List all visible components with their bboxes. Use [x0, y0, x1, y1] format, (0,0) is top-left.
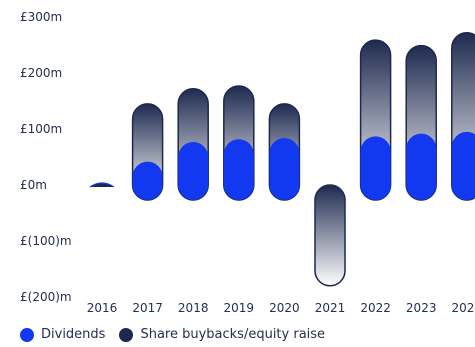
legend-swatch-buybacks	[119, 327, 134, 342]
x-tick-label: 2018	[178, 301, 209, 315]
y-tick-label: £300m	[20, 10, 62, 24]
y-tick-label: £100m	[20, 122, 62, 136]
legend-label-dividends: Dividends	[41, 327, 106, 342]
y-tick-label: £200m	[20, 66, 62, 80]
y-tick-label: £(200)m	[20, 290, 72, 304]
equity-raise-bar	[314, 184, 346, 287]
dividend-bar	[406, 133, 437, 200]
x-tick-label: 2021	[315, 301, 346, 315]
dividend-bar	[451, 131, 475, 200]
x-tick-label: 2022	[360, 301, 391, 315]
legend-item-buybacks: Share buybacks/equity raise	[119, 327, 325, 342]
dividend-bar	[132, 161, 163, 200]
legend-item-dividends: Dividends	[20, 327, 105, 342]
legend: Dividends Share buybacks/equity raise	[20, 327, 325, 342]
dividend-bar	[269, 138, 300, 200]
dividend-bar	[360, 136, 391, 200]
x-tick-label: 2017	[132, 301, 163, 315]
dividend-bar	[223, 139, 254, 200]
x-tick-label: 2020	[269, 301, 300, 315]
x-tick-label: 2019	[224, 301, 255, 315]
zero-bar	[89, 182, 115, 188]
legend-label-buybacks: Share buybacks/equity raise	[140, 327, 326, 342]
y-axis-labels: £300m £200m £100m £0m £(100)m £(200)m	[20, 10, 72, 304]
dividend-bar	[178, 142, 209, 200]
x-tick-label: 2016	[87, 301, 118, 315]
bars	[89, 32, 475, 287]
y-tick-label: £0m	[20, 178, 47, 192]
x-tick-label: 2024	[452, 301, 475, 315]
legend-swatch-dividends	[20, 327, 34, 342]
x-axis-labels: 2016 2017 2018 2019 2020 2021 2022 2023 2024	[87, 301, 475, 315]
y-tick-label: £(100)m	[20, 234, 72, 248]
x-tick-label: 2023	[406, 301, 437, 315]
